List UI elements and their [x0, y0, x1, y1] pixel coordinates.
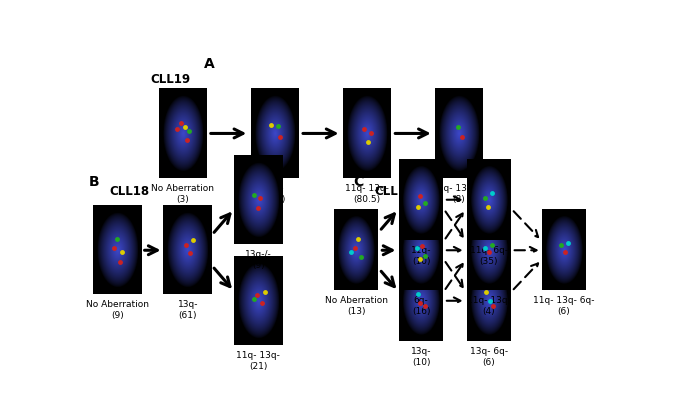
Text: CLL19: CLL19	[150, 73, 190, 85]
Text: No Aberration
(3): No Aberration (3)	[151, 184, 214, 204]
Text: 11q- 13q-
(4): 11q- 13q- (4)	[467, 296, 511, 316]
Text: B: B	[89, 175, 99, 189]
Text: 13q-
(8.5): 13q- (8.5)	[264, 184, 286, 204]
Text: 11q- 13q- 6q-
(6): 11q- 13q- 6q- (6)	[533, 296, 594, 316]
Text: 11q- 13q-x2
(8): 11q- 13q-x2 (8)	[432, 184, 486, 204]
Text: A: A	[204, 57, 215, 71]
Text: CLL18: CLL18	[109, 184, 149, 198]
Text: 11q- 13q-
(80.5): 11q- 13q- (80.5)	[345, 184, 389, 204]
Text: 11q- 6q-
(35): 11q- 6q- (35)	[470, 245, 508, 265]
Text: No Aberration
(9): No Aberration (9)	[86, 299, 149, 319]
Text: 13q-
(61): 13q- (61)	[178, 299, 198, 319]
Text: 11q-
(10): 11q- (10)	[411, 245, 431, 265]
Text: 13q-/-
(9): 13q-/- (9)	[245, 249, 272, 269]
Text: 11q- 13q-
(21): 11q- 13q- (21)	[237, 350, 280, 370]
Text: C: C	[354, 175, 364, 189]
Text: 13q- 6q-
(6): 13q- 6q- (6)	[470, 346, 508, 366]
Text: 13q-
(10): 13q- (10)	[411, 346, 431, 366]
Text: No Aberration
(13): No Aberration (13)	[325, 296, 388, 316]
Text: CLL16: CLL16	[374, 184, 414, 198]
Text: 6q-
(16): 6q- (16)	[412, 296, 430, 316]
